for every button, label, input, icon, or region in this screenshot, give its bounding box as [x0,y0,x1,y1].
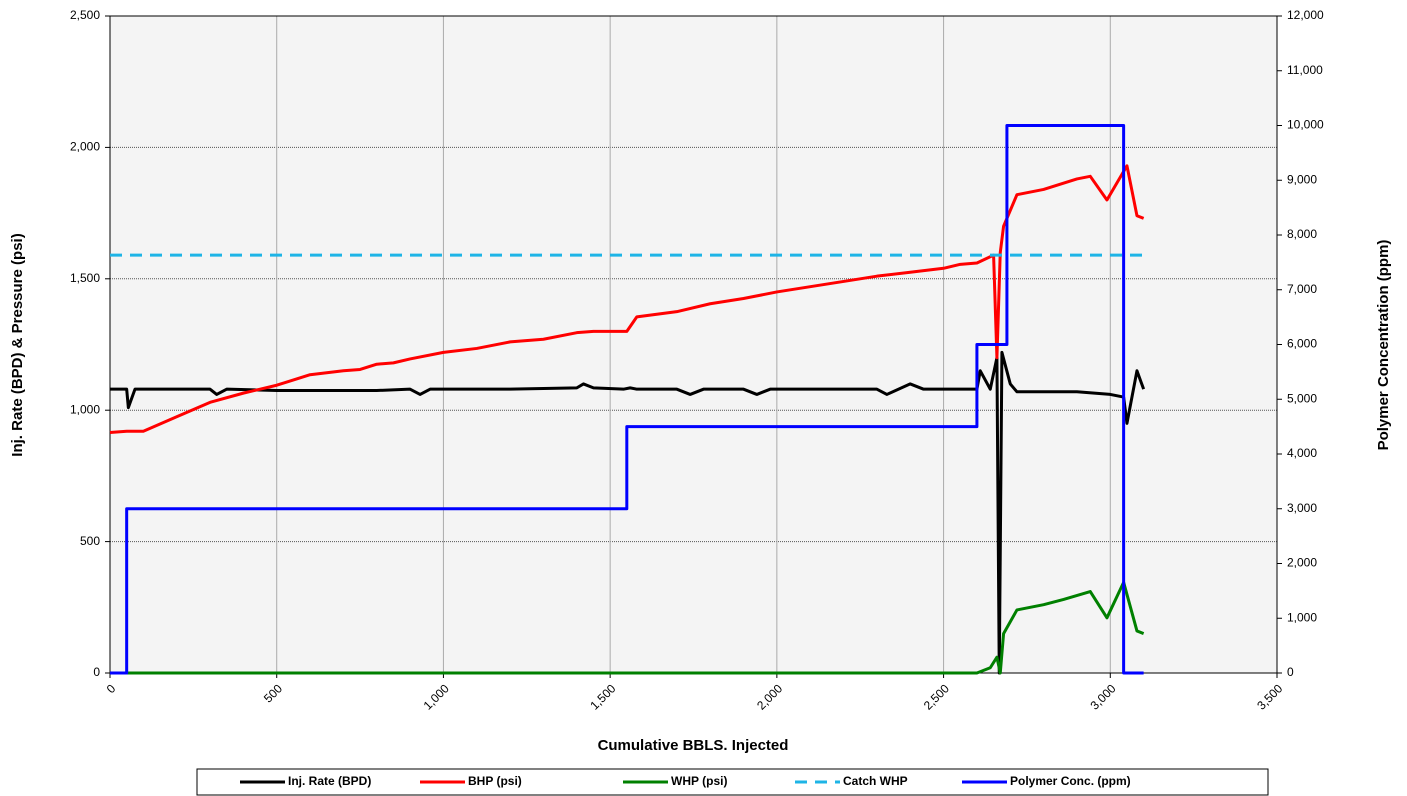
y-axis-title: Inj. Rate (BPD) & Pressure (psi) [9,233,26,456]
legend-label: WHP (psi) [671,774,727,788]
x-tick-label: 3,000 [1088,681,1119,712]
y-tick-label: 1,500 [70,271,100,285]
y2-tick-label: 3,000 [1287,501,1317,515]
y2-tick-label: 7,000 [1287,282,1317,296]
x-tick-label: 3,500 [1254,681,1285,712]
y-tick-label: 500 [80,534,100,548]
series-line [109,164,1145,435]
y2-tick-label: 11,000 [1287,63,1323,77]
x-tick-label: 2,000 [754,681,785,712]
legend-label: Polymer Conc. (ppm) [1010,774,1131,788]
y2-tick-label: 4,000 [1287,446,1317,460]
x-tick-label: 500 [261,681,285,705]
series-line [110,580,1145,675]
y2-axis-title: Polymer Concentration (ppm) [1375,240,1392,451]
legend-label: Inj. Rate (BPD) [288,774,371,788]
y2-tick-label: 6,000 [1287,337,1317,351]
x-tick-label: 1,500 [587,681,618,712]
y2-tick-label: 0 [1287,665,1294,679]
y2-tick-label: 1,000 [1287,610,1317,624]
y-tick-label: 1,000 [70,402,100,416]
y-tick-label: 0 [93,665,100,679]
plot-background [110,16,1277,673]
x-tick-label: 1,000 [421,681,452,712]
y-tick-label: 2,500 [70,8,100,22]
y2-tick-label: 8,000 [1287,227,1317,241]
x-tick-label: 2,500 [921,681,952,712]
x-tick-label: 0 [104,681,119,696]
legend-label: BHP (psi) [468,774,522,788]
legend-box [196,768,1269,796]
series-line [110,124,1144,675]
y2-tick-label: 2,000 [1287,556,1317,570]
y2-tick-label: 12,000 [1287,8,1324,22]
series-line [110,350,1146,675]
x-axis-title: Cumulative BBLS. Injected [598,737,789,754]
y2-tick-label: 10,000 [1287,118,1324,132]
y2-tick-label: 9,000 [1287,172,1317,186]
legend-label: Catch WHP [843,774,908,788]
y2-tick-label: 5,000 [1287,391,1317,405]
y-tick-label: 2,000 [70,140,100,154]
